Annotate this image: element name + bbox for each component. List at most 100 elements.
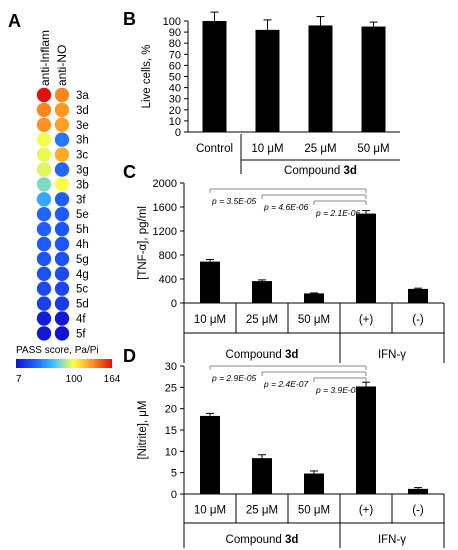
row-label-3e: 3e	[76, 120, 89, 132]
legend-mid: 100	[66, 374, 83, 385]
x-tick-label: 50 μM	[298, 505, 330, 517]
x-tick-label: 10 μM	[194, 314, 226, 326]
heat-dot-inflam-3c	[36, 147, 52, 162]
bar	[252, 458, 272, 494]
heat-dot-no-3e	[54, 117, 70, 132]
group-label-compound-text: Compound	[284, 165, 343, 177]
y-axis-label: [TNF-α], pg/ml	[137, 206, 149, 280]
bar	[252, 281, 272, 303]
y-tick-label: 400	[159, 274, 177, 286]
row-label-3h: 3h	[76, 135, 89, 147]
x-tick-label: 50 μM	[298, 314, 330, 326]
y-tick-label: 0	[171, 489, 177, 501]
y-tick-label: 60	[169, 60, 181, 72]
heat-dot-no-5h	[54, 221, 70, 237]
p-value-label: p = 2.1E-06	[315, 208, 360, 218]
y-tick-label: 20	[165, 404, 177, 416]
y-tick-label: 15	[165, 425, 177, 437]
y-tick-label: 5	[171, 468, 177, 480]
x-tick-label: 25 μM	[246, 505, 278, 517]
row-label-5g: 5g	[76, 254, 89, 266]
panel-letter-a: A	[8, 11, 21, 31]
chart-tnf: 0 400 800 1200 1600 2000 [TNF-α], pg/ml 10 μM 25…	[137, 178, 445, 363]
group-label-ifn: IFN-γ	[378, 534, 406, 546]
legend-max: 164	[104, 374, 121, 385]
bar	[356, 386, 376, 494]
heat-dot-no-3a	[54, 87, 70, 103]
heat-dot-inflam-4h	[36, 236, 52, 252]
heat-dot-inflam-4g	[36, 266, 52, 281]
heat-dot-inflam-3g	[36, 162, 52, 177]
bar	[408, 288, 428, 303]
panel-letter-b: B	[123, 9, 136, 29]
legend-title: PASS score, Pa/Pi	[16, 345, 99, 356]
y-axis-label: Live cells, %	[141, 45, 153, 109]
heat-dot-no-3g	[54, 162, 70, 177]
heat-dot-inflam-3d	[36, 102, 52, 118]
col-label-no: anti-NO	[55, 45, 69, 86]
heat-dot-no-4g	[54, 266, 70, 281]
heat-dot-inflam-5d	[36, 296, 52, 311]
bar	[408, 488, 428, 494]
heat-dot-no-3h	[54, 132, 70, 147]
p-value-label: p = 4.6E-06	[263, 202, 308, 212]
heat-dot-inflam-3b	[36, 177, 52, 192]
heat-dot-inflam-4f	[36, 311, 52, 326]
row-label-3g: 3g	[76, 165, 89, 177]
x-tick-label: 10 μM	[194, 505, 226, 517]
y-tick-label: 80	[169, 38, 181, 50]
y-tick-label: 30	[169, 94, 181, 106]
heat-dot-no-4f	[54, 311, 70, 326]
y-axis-label: [Nitrite], μM	[137, 400, 149, 459]
row-label-5d: 5d	[76, 299, 89, 311]
row-label-5h: 5h	[76, 224, 89, 236]
x-tick-label: (+)	[359, 505, 374, 517]
heat-dot-inflam-5c	[36, 281, 52, 296]
x-tick-label: 25 μM	[246, 314, 278, 326]
row-label-3f: 3f	[76, 194, 86, 206]
heat-dot-inflam-5f	[36, 326, 52, 341]
row-label-3c: 3c	[76, 150, 88, 162]
row-label-4f: 4f	[76, 314, 86, 326]
bar	[356, 213, 376, 303]
p-value-label: p = 2.9E-05	[211, 373, 256, 383]
bar	[308, 25, 333, 132]
y-tick-label: 10	[165, 446, 177, 458]
row-label-3b: 3b	[76, 179, 89, 191]
heat-dot-no-4h	[54, 236, 70, 252]
heatmap: 3a 3d 3e 3h 3c 3g 3b 3f 5e 5h 4h 5g 4g 5c 5d 4f 5f	[36, 87, 89, 341]
group-label-ifn: IFN-γ	[378, 349, 406, 361]
group-label-compound-text: Compound	[226, 349, 285, 361]
panel-letter-d: D	[123, 346, 136, 366]
heat-dot-inflam-3f	[36, 192, 52, 207]
legend-min: 7	[16, 374, 22, 385]
bar	[255, 29, 280, 133]
bar	[202, 21, 227, 132]
heat-dot-no-5d	[54, 296, 70, 311]
group-label-compound-id: 3d	[285, 534, 298, 546]
group-label-compound-text: Compound	[226, 534, 285, 546]
row-label-5f: 5f	[76, 328, 86, 340]
heat-dot-no-3b	[54, 177, 70, 192]
heat-dot-no-3f	[54, 192, 70, 207]
heat-dot-no-5c	[54, 281, 70, 296]
heat-dot-inflam-3e	[36, 117, 52, 132]
row-label-5e: 5e	[76, 209, 89, 221]
x-tick-label: Control	[196, 143, 233, 155]
x-tick-label: (+)	[359, 314, 374, 326]
heat-dot-no-5e	[54, 207, 70, 222]
y-tick-label: 30	[165, 361, 177, 373]
y-tick-label: 1600	[153, 202, 177, 214]
bar	[304, 473, 324, 494]
heat-dot-no-3d	[54, 102, 70, 118]
row-label-4g: 4g	[76, 269, 89, 281]
y-tick-label: 90	[169, 27, 181, 39]
heat-dot-no-5g	[54, 251, 70, 267]
y-tick-label: 100	[163, 16, 181, 28]
group-label-compound: Compound 3d	[226, 534, 299, 546]
x-tick-label: (-)	[412, 505, 424, 517]
p-value-label: p = 3.5E-05	[211, 196, 256, 206]
y-tick-label: 40	[169, 83, 181, 95]
